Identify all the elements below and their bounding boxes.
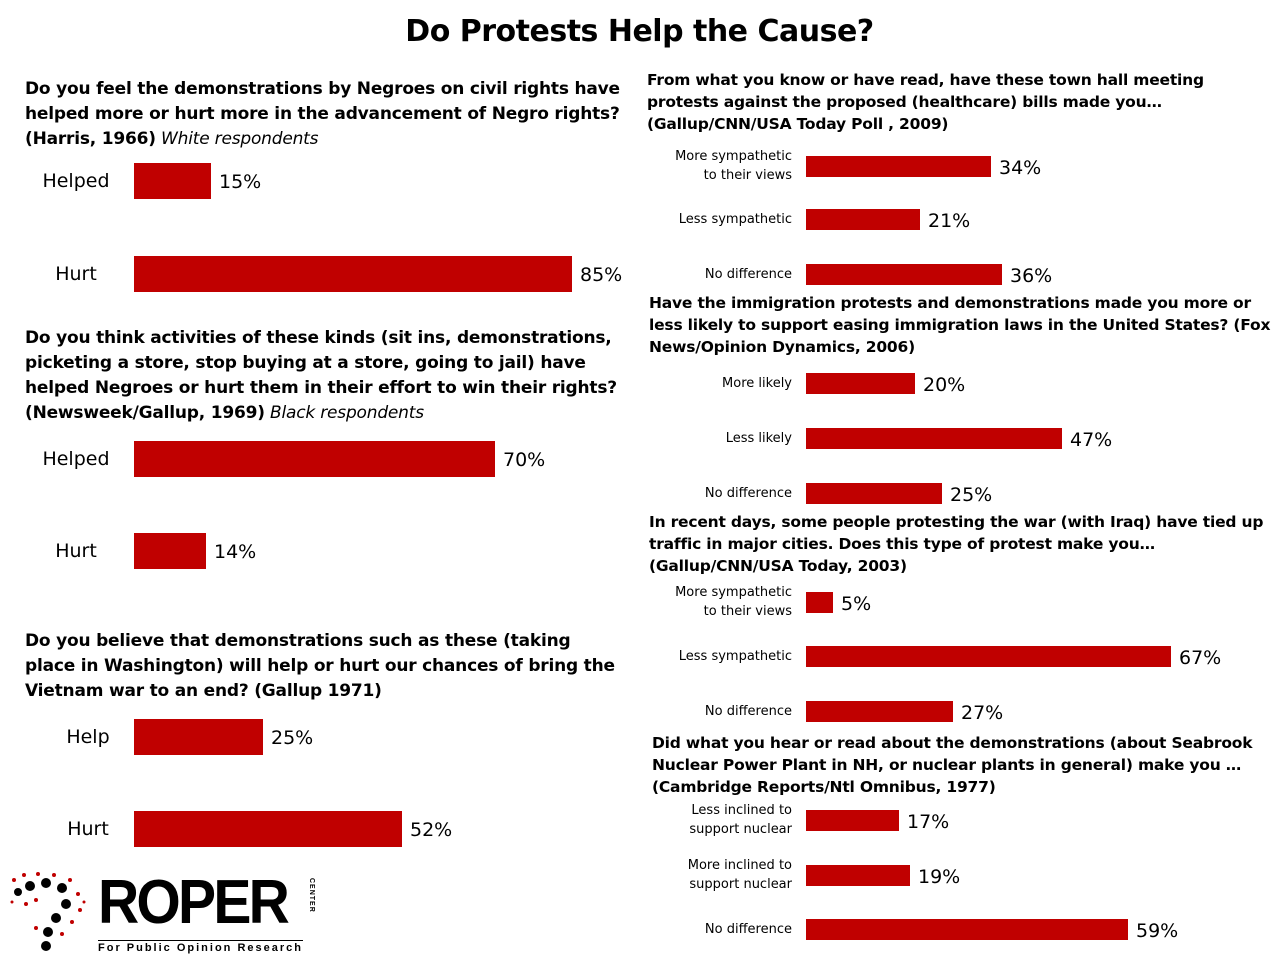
category-label: Hurt [55, 263, 97, 285]
bar [806, 428, 1062, 449]
category-label: Less sympathetic [678, 649, 792, 664]
value-label: 27% [961, 701, 1004, 724]
question-note: White respondents [155, 129, 319, 149]
question-note: Black respondents [264, 403, 424, 423]
bar [806, 919, 1128, 940]
bar [806, 373, 915, 394]
category-label: Less sympathetic [678, 212, 792, 227]
bar [806, 701, 953, 722]
bar [134, 163, 211, 199]
question-source: (Harris, 1966) [25, 129, 156, 149]
chart-question: Have the immigration protests and demons… [649, 292, 1279, 358]
bar [134, 533, 206, 569]
value-label: 21% [928, 209, 971, 232]
question-text: Do you think activities of these kinds (… [25, 328, 617, 398]
category-label: Help [66, 726, 110, 748]
value-label: 70% [503, 449, 546, 471]
value-label: 59% [1136, 919, 1179, 942]
category-label: No difference [704, 704, 792, 719]
bar [806, 865, 910, 886]
bar [806, 810, 899, 831]
roper-logo: ROPER CENTER For Public Opinion Research [8, 870, 328, 956]
bar [134, 811, 402, 847]
category-label: Less inclined to support nuclear [689, 803, 792, 837]
value-label: 67% [1179, 646, 1222, 669]
category-label: More sympathetic to their views [675, 149, 792, 183]
value-label: 17% [907, 810, 950, 833]
bar [134, 441, 495, 477]
chart-question: Did what you hear or read about the demo… [652, 732, 1279, 798]
question-text: Do you feel the demonstrations by Negroe… [25, 79, 620, 124]
category-label: More likely [722, 376, 792, 391]
question-text: From what you know or have read, have th… [647, 71, 1204, 133]
bar [806, 264, 1002, 285]
chart-question: In recent days, some people protesting t… [649, 511, 1279, 577]
bar [806, 592, 833, 613]
value-label: 36% [1010, 264, 1053, 287]
category-label: Helped [42, 448, 110, 470]
question-text: Did what you hear or read about the demo… [652, 734, 1253, 796]
category-label: Helped [42, 170, 110, 192]
question-text: In recent days, some people protesting t… [649, 513, 1264, 575]
value-label: 5% [841, 592, 872, 615]
category-label: No difference [704, 486, 792, 501]
value-label: 20% [923, 373, 966, 396]
value-label: 47% [1070, 428, 1113, 451]
question-text: Do you believe that demonstrations such … [25, 631, 615, 701]
bar [134, 256, 572, 292]
roper-dots-icon [10, 872, 86, 951]
category-label: Hurt [67, 818, 109, 840]
category-label: No difference [704, 267, 792, 282]
category-label: Hurt [55, 540, 97, 562]
category-label: No difference [704, 922, 792, 937]
bar [134, 719, 263, 755]
category-label: Less likely [725, 431, 792, 446]
question-text: Have the immigration protests and demons… [649, 294, 1271, 356]
category-label: More sympathetic to their views [675, 585, 792, 619]
value-label: 52% [410, 819, 453, 841]
category-label: More inclined to support nuclear [687, 858, 792, 892]
chart-question: Do you feel the demonstrations by Negroe… [25, 77, 625, 152]
value-label: 25% [271, 727, 314, 749]
value-label: 15% [219, 171, 262, 193]
chart-question: From what you know or have read, have th… [647, 69, 1277, 135]
chart-question: Do you think activities of these kinds (… [25, 326, 625, 426]
value-label: 85% [580, 264, 623, 286]
logo-wordmark: ROPER [98, 868, 290, 937]
bar [806, 646, 1171, 667]
value-label: 25% [950, 483, 993, 506]
bar [806, 209, 920, 230]
logo-tag: CENTER [308, 878, 315, 913]
value-label: 34% [999, 156, 1042, 179]
value-label: 19% [918, 865, 961, 888]
question-source: (Newsweek/Gallup, 1969) [25, 403, 265, 423]
value-label: 14% [214, 541, 257, 563]
logo-subtitle: For Public Opinion Research [98, 940, 303, 954]
bar [806, 156, 991, 177]
page-title: Do Protests Help the Cause? [405, 14, 874, 49]
bar [806, 483, 942, 504]
chart-question: Do you believe that demonstrations such … [25, 629, 625, 704]
